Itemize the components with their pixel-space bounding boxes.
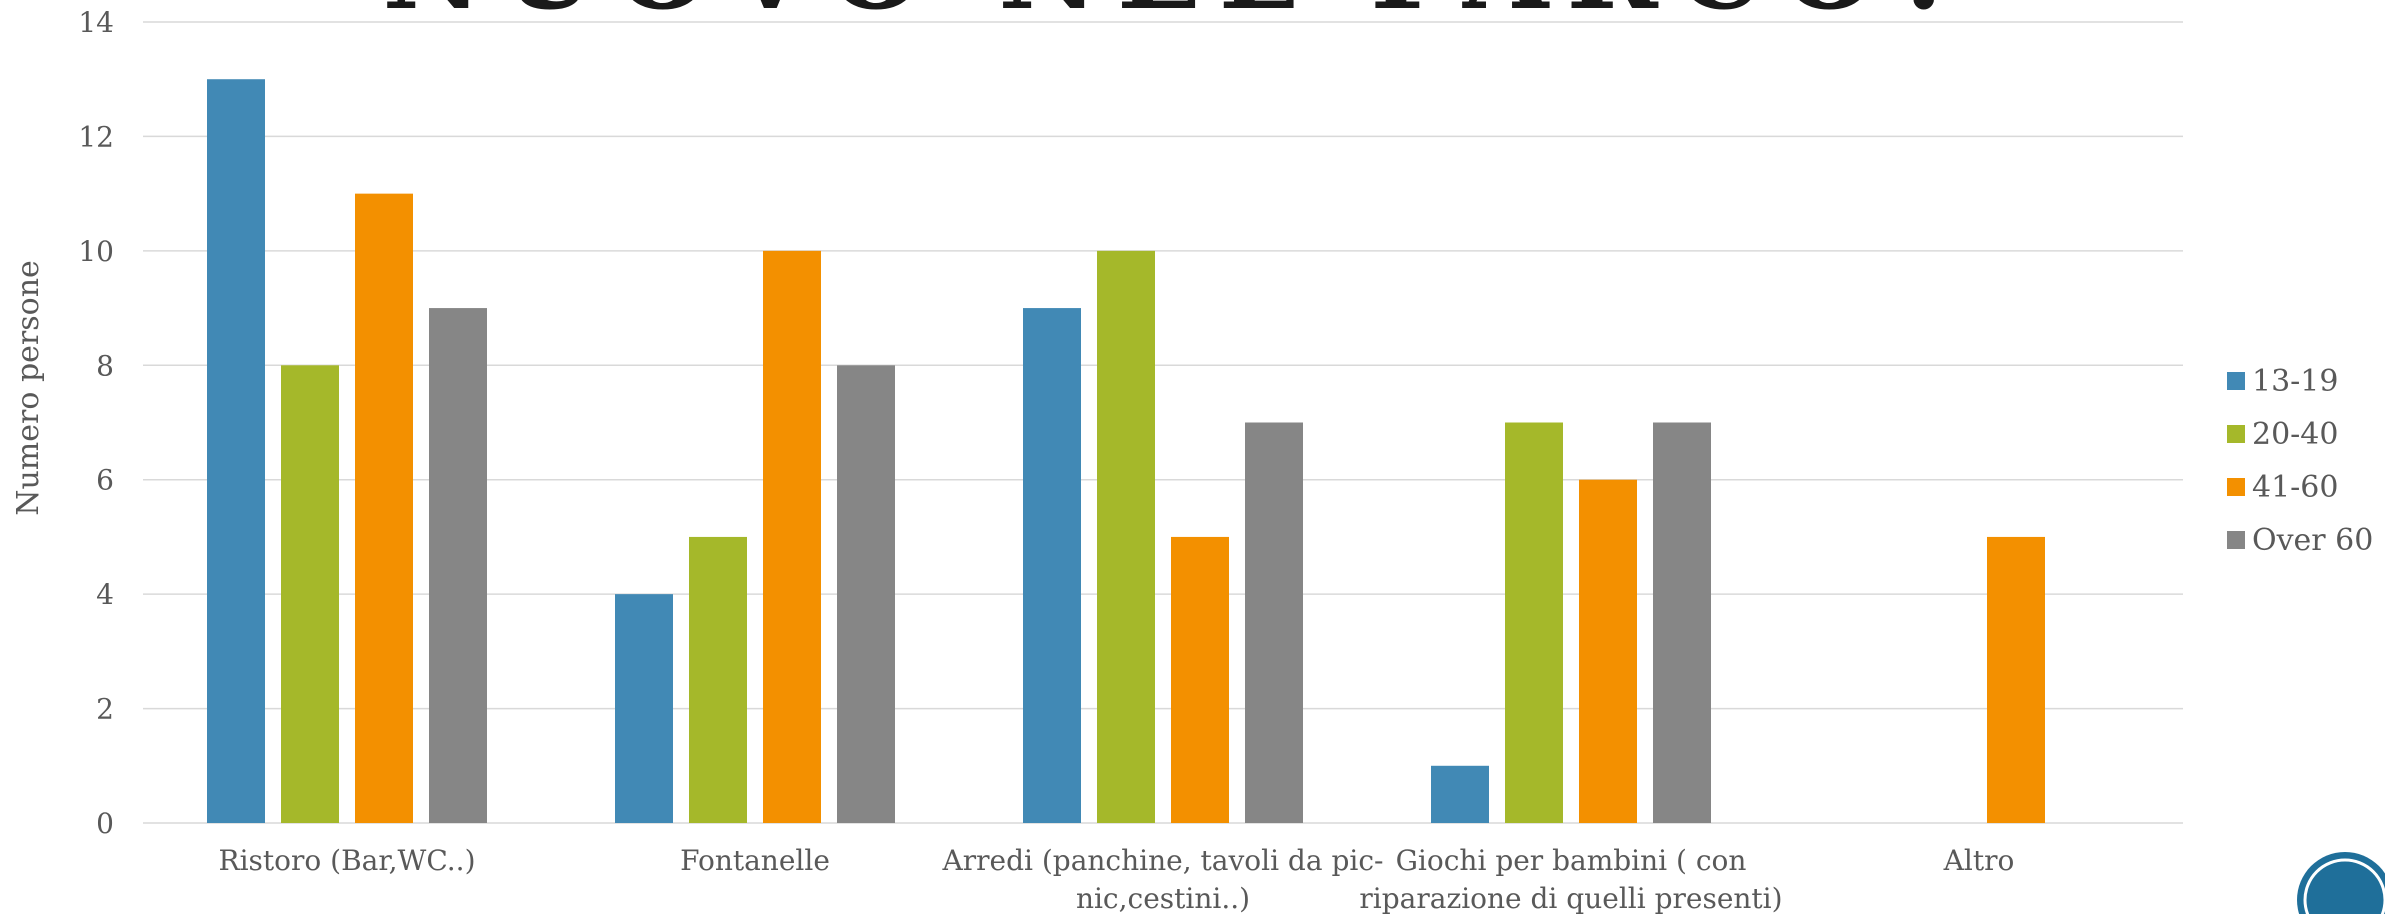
legend-label: 41-60 — [2252, 470, 2338, 505]
bar-20-40 — [1097, 250, 1155, 823]
y-tick-label: 12 — [78, 120, 114, 153]
legend-label: Over 60 — [2252, 523, 2373, 558]
y-tick-label: 2 — [96, 693, 114, 726]
legend: 13-19 20-40 41-60 Over 60 — [2227, 364, 2373, 558]
x-category-label: Ristoro (Bar,WC..) — [219, 844, 476, 877]
x-category-label: Altro — [1943, 844, 2015, 877]
bar-41-60 — [1987, 536, 2045, 823]
bar-over-60 — [429, 308, 487, 824]
bar-20-40 — [689, 536, 747, 823]
legend-swatch — [2227, 372, 2245, 390]
x-category-label: nic,cestini..) — [1076, 882, 1250, 914]
x-category-label: Fontanelle — [680, 844, 830, 877]
bar-41-60 — [1171, 536, 1229, 823]
legend-swatch — [2227, 531, 2245, 549]
bar-41-60 — [1579, 479, 1637, 823]
bar-13-19 — [207, 79, 265, 823]
bar-over-60 — [1653, 422, 1711, 823]
bar-41-60 — [355, 193, 413, 824]
y-tick-label: 8 — [96, 349, 114, 382]
y-tick-label: 14 — [78, 6, 114, 39]
legend-swatch — [2227, 478, 2245, 496]
bar-13-19 — [1023, 308, 1081, 824]
y-axis-label: Numero persone — [11, 260, 46, 516]
bar-13-19 — [1431, 765, 1489, 823]
y-tick-label: 10 — [78, 235, 114, 268]
bars — [207, 79, 2045, 824]
bar-over-60 — [1245, 422, 1303, 823]
legend-swatch — [2227, 425, 2245, 443]
slide-title: NUOVO NEL PARCO? — [382, 0, 1977, 34]
legend-label: 13-19 — [2252, 364, 2338, 399]
x-category-label: Arredi (panchine, tavoli da pic- — [942, 844, 1384, 877]
y-axis-ticks: 0 2 4 6 8 10 12 14 — [78, 6, 114, 840]
legend-label: 20-40 — [2252, 417, 2338, 452]
bar-20-40 — [281, 365, 339, 823]
x-category-label: riparazione di quelli presenti) — [1359, 882, 1782, 914]
bar-13-19 — [615, 594, 673, 823]
bar-41-60 — [763, 250, 821, 823]
corner-badge-icon — [2297, 852, 2385, 914]
bar-20-40 — [1505, 422, 1563, 823]
x-axis-categories: Ristoro (Bar,WC..) Fontanelle Arredi (panc… — [219, 844, 2015, 914]
bar-over-60 — [837, 365, 895, 823]
x-category-label: Giochi per bambini ( con — [1396, 844, 1747, 877]
y-tick-label: 6 — [96, 464, 114, 497]
y-tick-label: 0 — [96, 807, 114, 840]
y-tick-label: 4 — [96, 578, 114, 611]
